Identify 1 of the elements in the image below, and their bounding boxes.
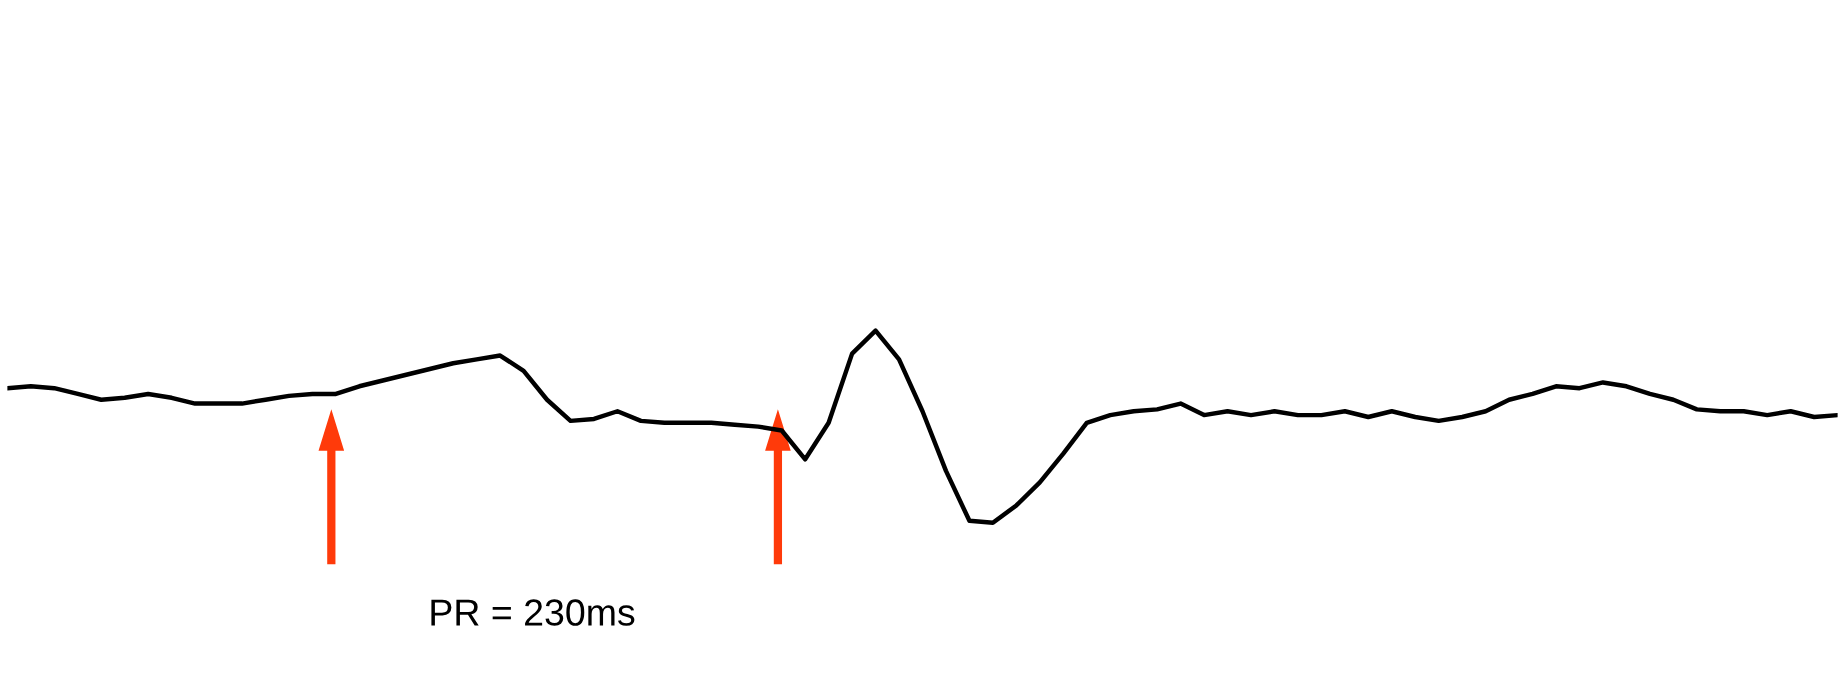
text: PR = 230ms [431,599,635,626]
